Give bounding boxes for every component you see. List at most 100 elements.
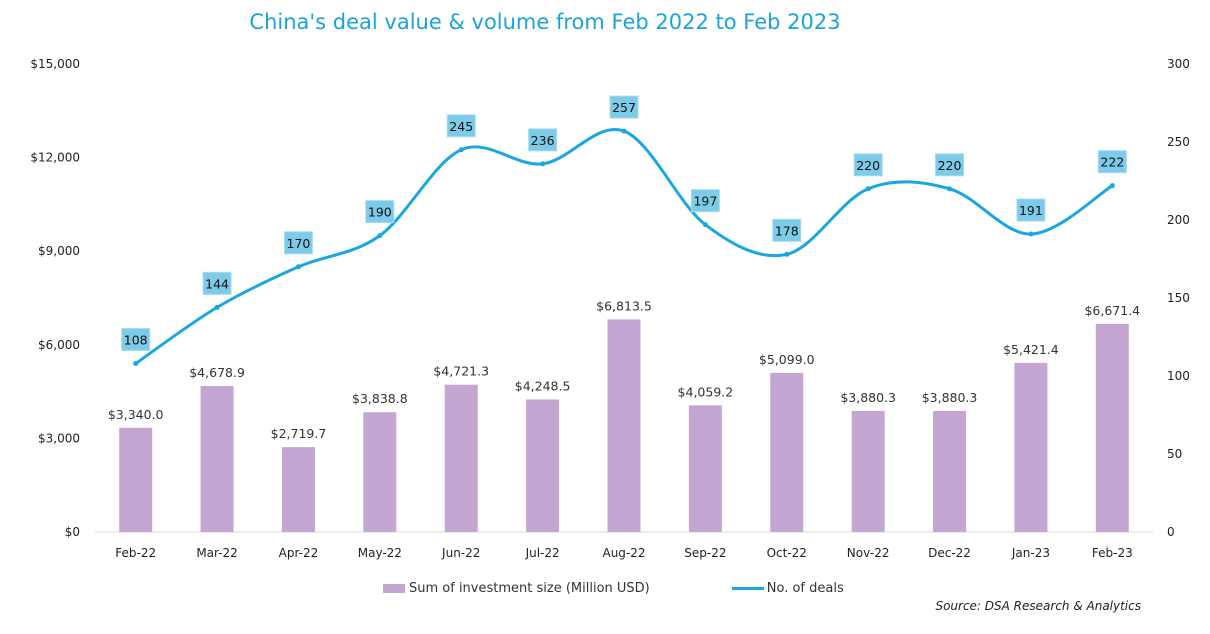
- bar-data-label: $6,813.5: [596, 298, 652, 313]
- right-axis-tick: 250: [1167, 135, 1190, 149]
- bar-data-label: $3,340.0: [108, 407, 164, 422]
- bar-data-label: $4,059.2: [678, 384, 734, 399]
- bar: [1014, 362, 1048, 532]
- line-data-label-box: [121, 328, 151, 352]
- left-axis-tick: $6,000: [38, 338, 80, 352]
- bar-data-label: $2,719.7: [271, 426, 327, 441]
- bar: [770, 372, 804, 532]
- bar: [688, 405, 722, 532]
- bar-data-label: $5,421.4: [1003, 342, 1059, 357]
- bar: [526, 399, 560, 532]
- x-axis-tick: May-22: [358, 546, 402, 560]
- bar-data-label: $4,248.5: [515, 378, 571, 393]
- line-point: [540, 161, 546, 167]
- line-data-label: 191: [1019, 203, 1043, 218]
- source-note: Source: DSA Research & Analytics: [935, 599, 1141, 613]
- bar: [851, 410, 885, 532]
- line-data-label: 170: [287, 236, 311, 251]
- line-point: [214, 304, 220, 310]
- bar-data-label: $5,099.0: [759, 352, 815, 367]
- legend: Sum of investment size (Million USD) No.…: [383, 581, 844, 596]
- line-point: [1028, 231, 1034, 237]
- bar-data-label: $3,880.3: [922, 390, 978, 405]
- bar-data-label: $4,721.3: [433, 364, 489, 379]
- x-axis-tick: Dec-22: [928, 546, 971, 560]
- right-axis-tick: 150: [1167, 291, 1190, 305]
- bar: [607, 319, 641, 532]
- bar: [119, 427, 153, 532]
- line-data-label: 190: [368, 205, 392, 220]
- left-axis-tick: $3,000: [38, 431, 80, 445]
- bar: [444, 384, 478, 532]
- line-data-label: 245: [449, 119, 473, 134]
- left-axis-tick: $15,000: [30, 57, 80, 71]
- bar: [281, 447, 315, 532]
- left-axis-tick: $12,000: [30, 151, 80, 165]
- line-point: [702, 222, 708, 228]
- x-axis-tick: Jan-23: [1011, 546, 1050, 560]
- legend-line-label: No. of deals: [766, 581, 844, 596]
- x-axis-tick: Nov-22: [847, 546, 890, 560]
- line-data-label-box: [853, 153, 883, 177]
- line-point: [621, 128, 627, 134]
- line-point: [377, 233, 383, 239]
- x-axis-tick: Jul-22: [525, 546, 560, 560]
- x-axis-tick: Oct-22: [767, 546, 807, 560]
- right-axis-tick: 50: [1167, 447, 1182, 461]
- bar-data-label: $4,678.9: [189, 365, 245, 380]
- line-data-label-box: [365, 200, 395, 224]
- line-data-label-box: [1097, 150, 1127, 174]
- line-data-label: 236: [531, 133, 555, 148]
- legend-line-swatch: [731, 587, 764, 590]
- chart-title: China's deal value & volume from Feb 202…: [249, 10, 841, 34]
- line-data-label-box: [935, 153, 965, 177]
- line-point: [784, 251, 790, 257]
- line-point: [458, 147, 464, 153]
- bar-data-label: $3,838.8: [352, 391, 408, 406]
- right-axis-tick: 300: [1167, 57, 1190, 71]
- legend-bar-label: Sum of investment size (Million USD): [409, 581, 650, 596]
- x-axis-tick: Feb-22: [115, 546, 156, 560]
- x-axis-tick: Mar-22: [196, 546, 237, 560]
- x-axis-tick: Jun-22: [441, 546, 480, 560]
- x-axis-tick: Feb-23: [1092, 546, 1133, 560]
- line-point: [1109, 183, 1115, 189]
- left-axis-tick: $0: [65, 525, 80, 539]
- right-axis-tick: 100: [1167, 369, 1190, 383]
- x-axis-tick: Apr-22: [279, 546, 319, 560]
- right-axis-tick: 200: [1167, 213, 1190, 227]
- bar: [933, 410, 967, 532]
- bar-data-label: $6,671.4: [1084, 303, 1140, 318]
- line-data-label: 220: [938, 158, 962, 173]
- line-data-label: 257: [612, 100, 636, 115]
- bar: [363, 412, 397, 532]
- x-axis-tick: Aug-22: [602, 546, 645, 560]
- left-axis-tick: $9,000: [38, 244, 80, 258]
- bar-data-label: $3,880.3: [840, 390, 896, 405]
- line-point: [295, 264, 301, 270]
- line-data-label-box: [528, 128, 558, 152]
- line-data-label: 197: [693, 194, 717, 209]
- line-data-label: 178: [775, 223, 799, 238]
- right-axis-tick: 0: [1167, 525, 1175, 539]
- line-point: [133, 361, 139, 367]
- line-data-label-box: [446, 114, 476, 138]
- line-data-label: 220: [856, 158, 880, 173]
- line-data-label: 222: [1100, 155, 1124, 170]
- x-axis-tick: Sep-22: [684, 546, 726, 560]
- line-data-label-box: [690, 189, 720, 213]
- line-data-label: 144: [205, 276, 229, 291]
- line-data-label-box: [202, 271, 232, 295]
- line-data-label-box: [283, 231, 313, 255]
- legend-bar-swatch: [383, 584, 405, 593]
- line-data-label-box: [772, 218, 802, 242]
- line-point: [947, 186, 953, 192]
- line-data-label-box: [1016, 198, 1046, 222]
- line-data-label: 108: [124, 333, 148, 348]
- bar: [200, 386, 234, 532]
- bar: [1095, 323, 1129, 532]
- line-data-label-box: [609, 95, 639, 119]
- line-point: [865, 186, 871, 192]
